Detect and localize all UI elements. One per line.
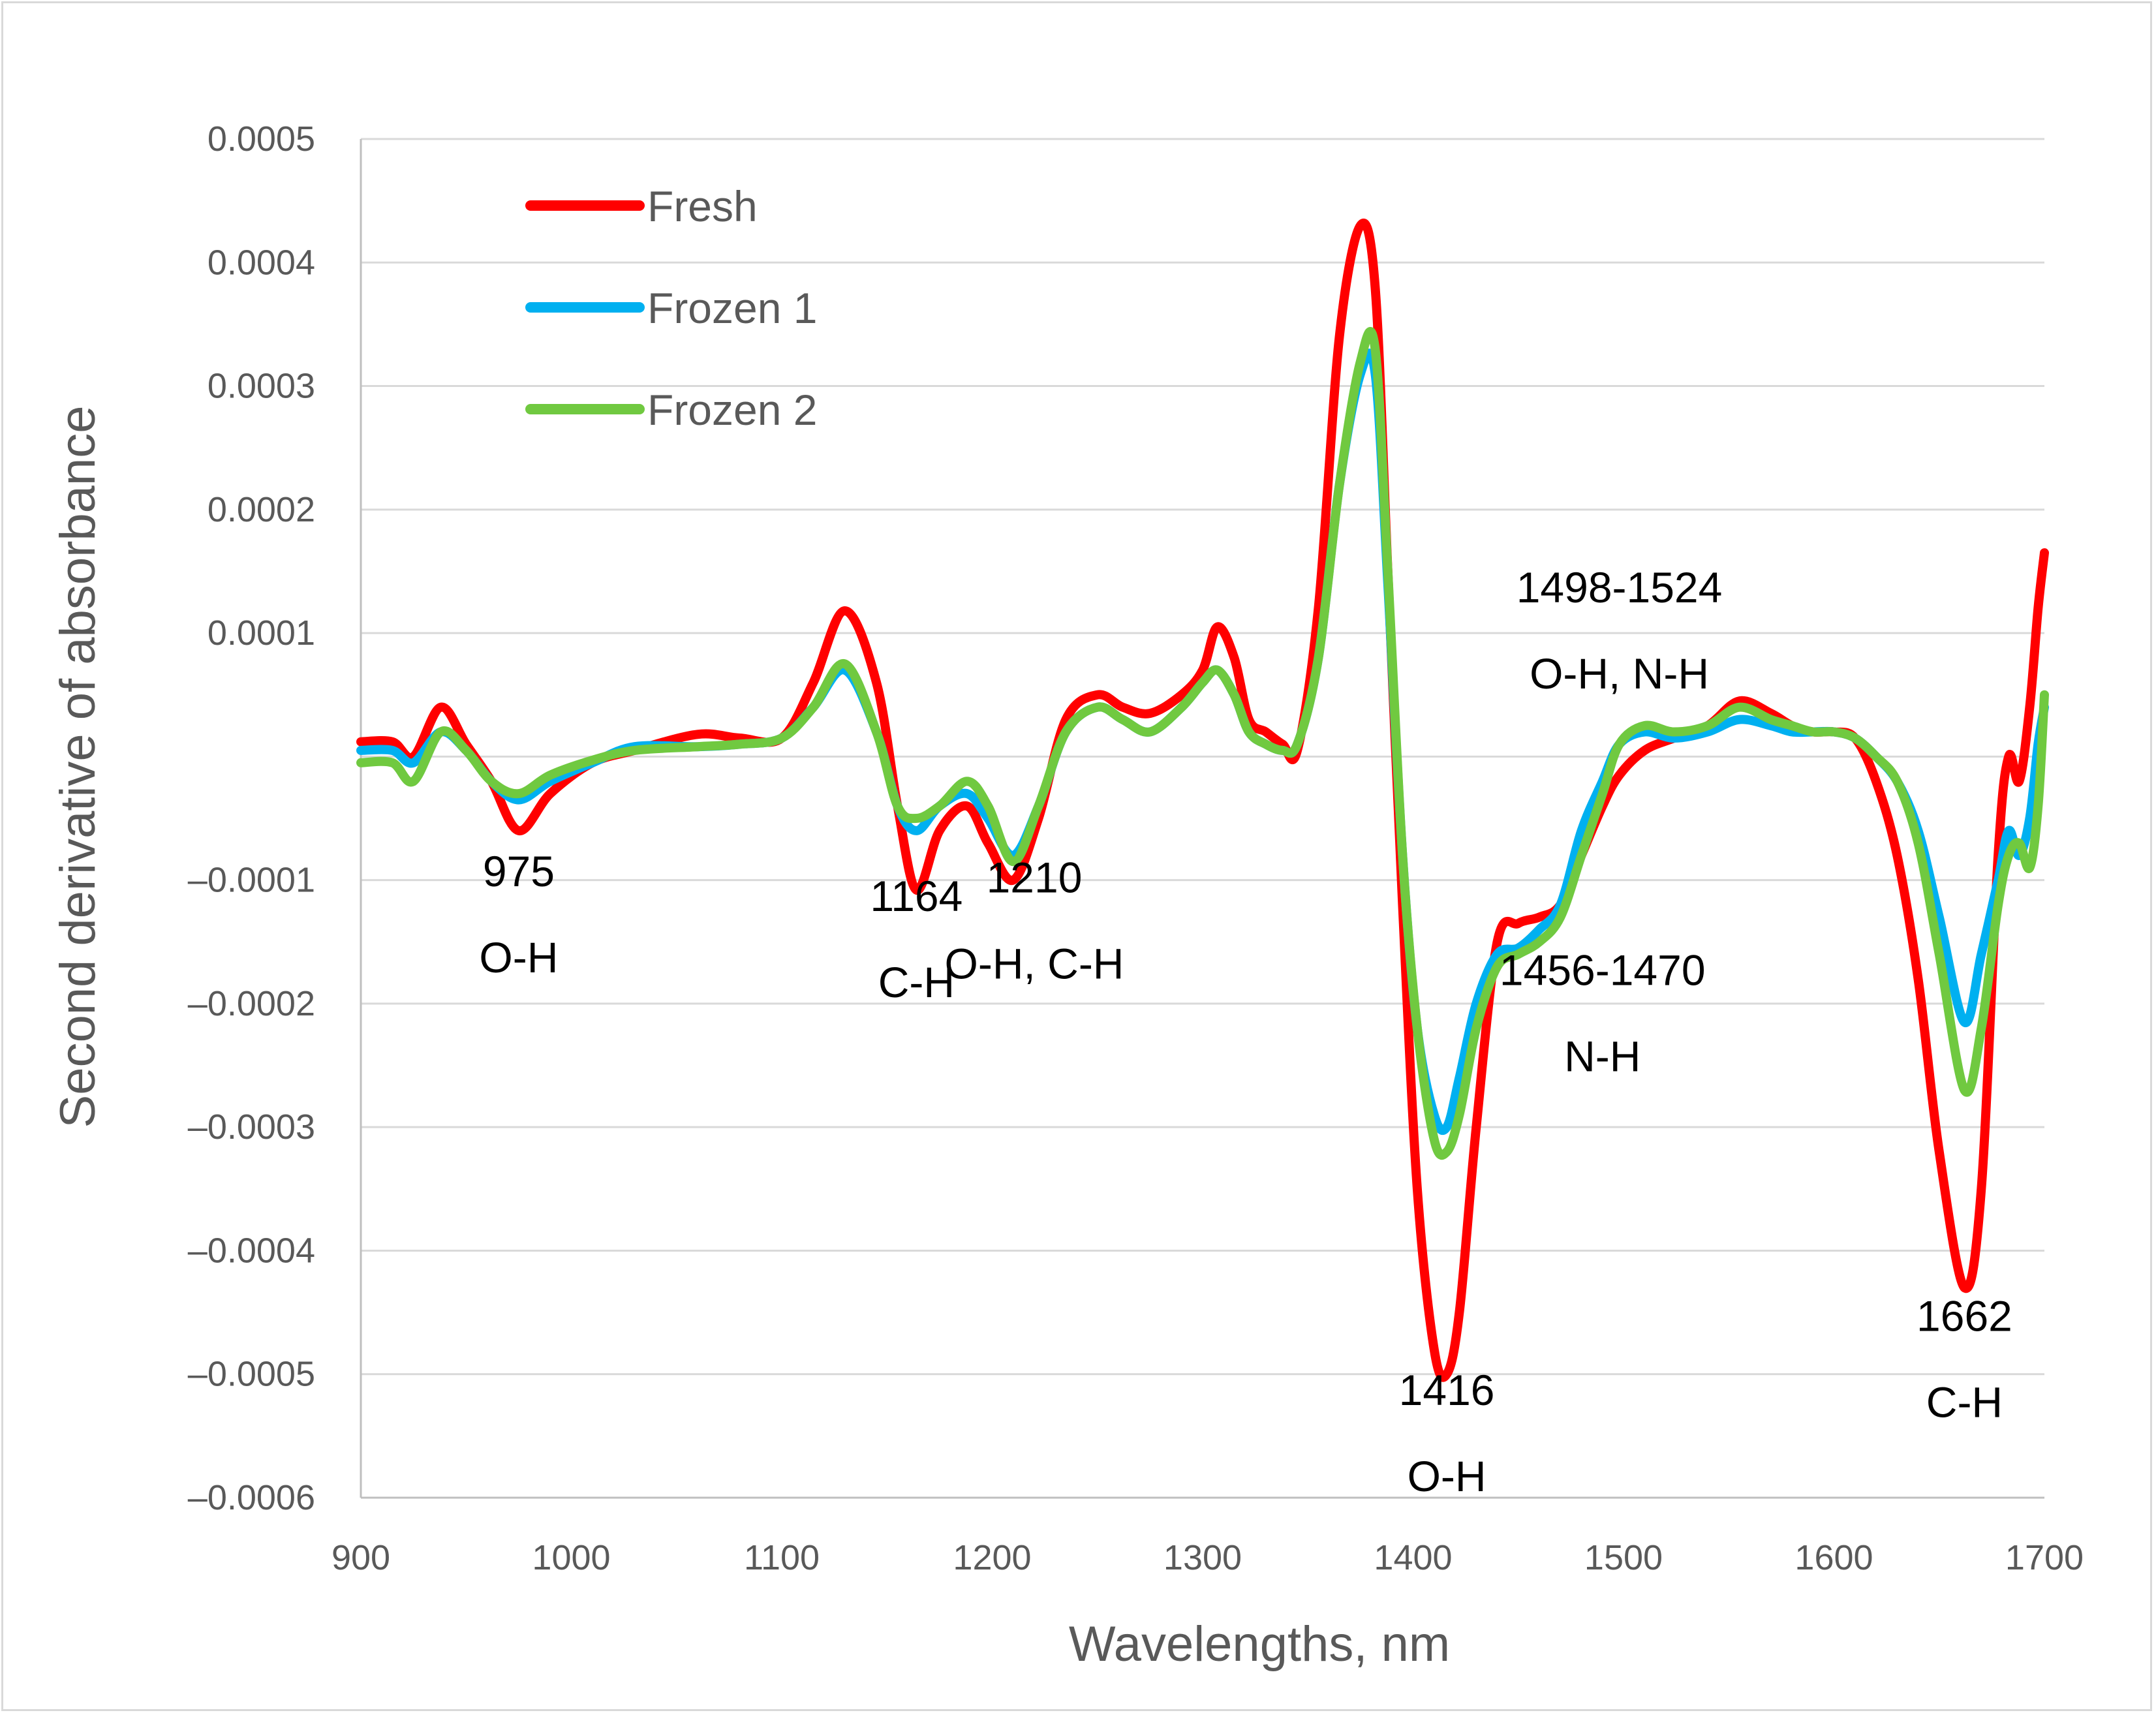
x-tick-label: 1500: [1584, 1538, 1663, 1577]
x-tick-label: 1200: [953, 1538, 1031, 1577]
y-tick-label: –0.0001: [188, 861, 315, 900]
x-tick-label: 1700: [2005, 1538, 2084, 1577]
axis-layer: [360, 139, 2044, 1499]
x-tick-label: 900: [331, 1538, 390, 1577]
y-axis-title: Second derivative of absorbance: [50, 406, 106, 1128]
y-tick-label: 0.0005: [208, 119, 315, 159]
series-line-frozen-2: [356, 327, 2049, 1160]
y-tick-label: 0.0001: [208, 613, 315, 653]
y-tick-label: –0.0006: [188, 1478, 315, 1517]
x-tick-label: 1600: [1794, 1538, 1873, 1577]
peak-annotation: 1662 C-H: [1917, 1291, 2012, 1426]
legend-label: Fresh: [647, 182, 758, 230]
peak-annotation: 1498-1524 O-H, N-H: [1517, 563, 1723, 698]
grid-layer: [361, 138, 2044, 1376]
peak-annotation: 1416 O-H: [1399, 1366, 1495, 1500]
line-chart: 0.0005 0.0004 0.0003 0.0002 0.0001 –0.0001 –0.…: [50, 119, 2084, 1672]
y-tick-label: –0.0005: [188, 1355, 315, 1394]
x-tick-label: 1100: [744, 1538, 820, 1577]
y-tick-label: –0.0003: [188, 1107, 315, 1147]
y-tick-label: –0.0002: [188, 984, 315, 1023]
x-axis-title: Wavelengths, nm: [1069, 1616, 1450, 1672]
peak-annotation: 1164 C-H: [870, 872, 962, 1006]
x-tick-label: 1400: [1374, 1538, 1452, 1577]
y-tick-labels: 0.0005 0.0004 0.0003 0.0002 0.0001 –0.0001 –0.…: [188, 119, 315, 1517]
series-layer: [356, 219, 2049, 1382]
peak-annotation: 1456-1470 N-H: [1500, 946, 1706, 1081]
y-tick-label: 0.0004: [208, 243, 315, 282]
legend-label: Frozen 2: [647, 386, 817, 434]
peak-annotation: 975 O-H: [479, 847, 558, 981]
series-line-frozen-1: [356, 348, 2049, 1135]
legend-label: Frozen 1: [647, 284, 817, 332]
y-tick-label: 0.0003: [208, 367, 315, 406]
x-tick-label: 1000: [532, 1538, 610, 1577]
y-tick-label: 0.0002: [208, 490, 315, 529]
legend: Fresh Frozen 1 Frozen 2: [525, 182, 817, 434]
peak-annotation: 1210 O-H, C-H: [945, 854, 1124, 988]
x-tick-label: 1300: [1163, 1538, 1242, 1577]
y-tick-label: –0.0004: [188, 1231, 315, 1270]
series-line-fresh: [356, 219, 2049, 1382]
x-tick-labels: 900 1000 1100 1200 1300 1400 1500 1600 1700: [331, 1538, 2084, 1577]
